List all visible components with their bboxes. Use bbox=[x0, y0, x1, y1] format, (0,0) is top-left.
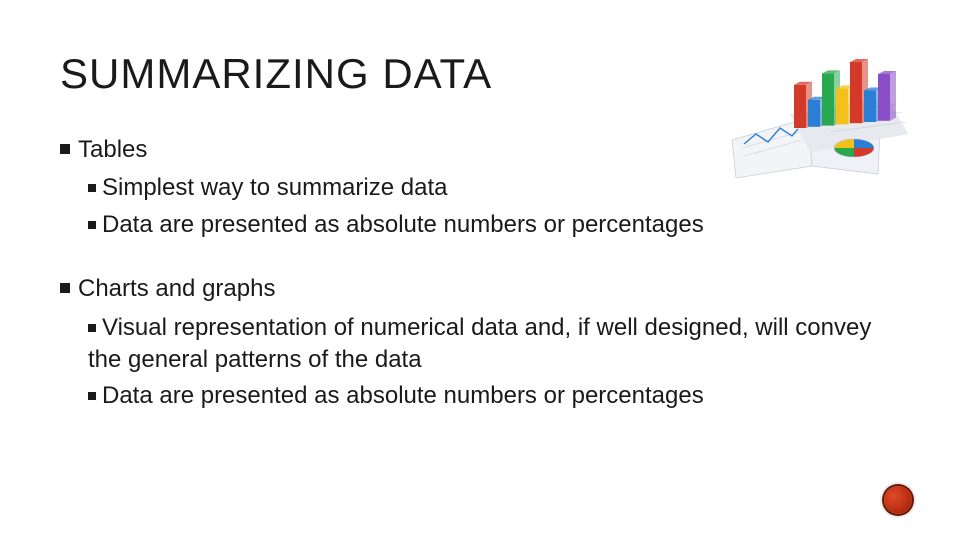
bullet-label: Tables bbox=[78, 136, 147, 163]
bullet-charts: Charts and graphs bbox=[60, 273, 900, 305]
square-bullet-icon bbox=[88, 324, 96, 332]
square-bullet-icon bbox=[88, 221, 96, 229]
bullet-label: Charts and graphs bbox=[78, 275, 275, 302]
square-bullet-icon bbox=[88, 184, 96, 192]
sub-bullet-text: Simplest way to summarize data bbox=[102, 174, 447, 201]
sub-bullet-text: Visual representation of numerical data … bbox=[88, 314, 871, 373]
square-bullet-icon bbox=[88, 392, 96, 400]
square-bullet-icon bbox=[60, 144, 70, 154]
spacer bbox=[60, 245, 900, 273]
sub-bullet-text: Data are presented as absolute numbers o… bbox=[102, 382, 704, 409]
chart-illustration bbox=[730, 48, 910, 178]
square-bullet-icon bbox=[60, 283, 70, 293]
sub-bullet-text: Data are presented as absolute numbers o… bbox=[102, 211, 704, 238]
slide: SUMMARIZING DATA Tables Simplest way to … bbox=[0, 0, 960, 540]
sub-bullet: Data are presented as absolute numbers o… bbox=[88, 380, 900, 412]
slide-number-dot-icon bbox=[884, 486, 912, 514]
chart-graphic-icon bbox=[730, 48, 910, 178]
sub-bullet: Visual representation of numerical data … bbox=[88, 312, 900, 377]
sub-bullet: Data are presented as absolute numbers o… bbox=[88, 209, 900, 241]
